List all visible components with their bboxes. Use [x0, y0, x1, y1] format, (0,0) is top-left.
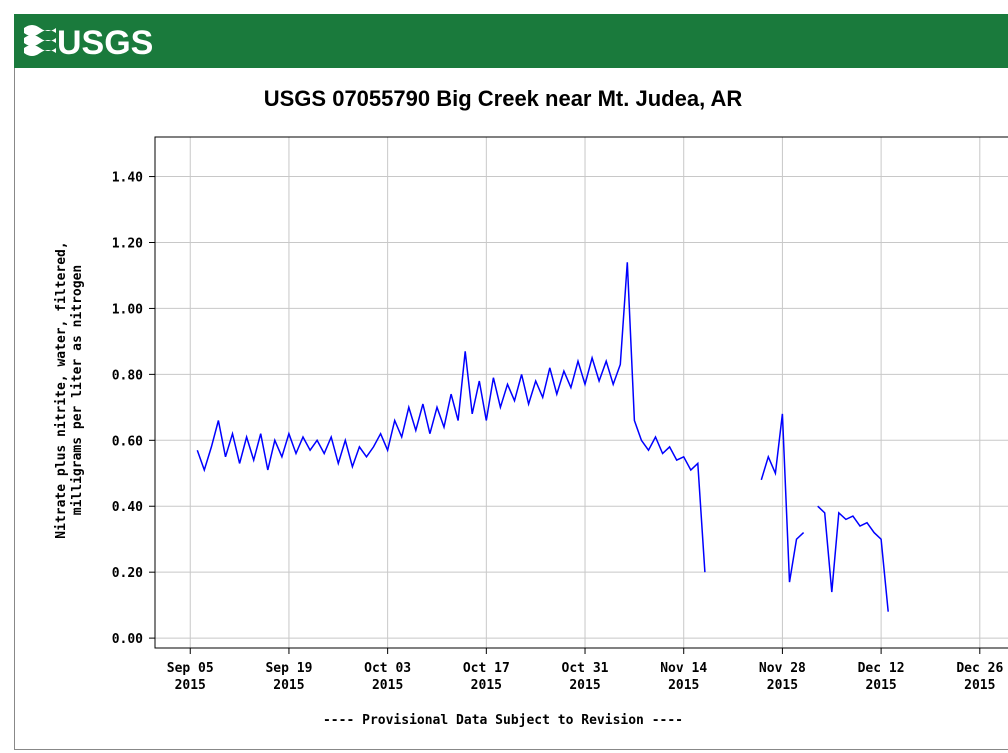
- header-band: [14, 14, 1008, 68]
- frame: [14, 14, 1008, 750]
- y-tick-label: 1.20: [112, 236, 143, 251]
- y-tick-label: 0.80: [112, 368, 143, 383]
- logo-text: USGS: [57, 24, 153, 62]
- y-tick-label: 1.00: [112, 302, 143, 317]
- y-tick-label: 1.40: [112, 171, 143, 186]
- x-tick-label: Dec 26 2015: [956, 661, 1003, 693]
- y-tick-label: 0.60: [112, 434, 143, 449]
- y-axis-label: milligrams per liter as nitrogen: [70, 265, 85, 515]
- logo-waves: [24, 25, 56, 56]
- x-tick-label: Oct 31 2015: [562, 661, 609, 693]
- x-tick-label: Nov 28 2015: [759, 661, 806, 693]
- y-tick-label: 0.20: [112, 566, 143, 581]
- plot-frame: [154, 136, 1008, 649]
- footer-note: ---- Provisional Data Subject to Revisio…: [323, 713, 683, 728]
- y-tick-label: 0.40: [112, 500, 143, 515]
- y-tick-label: 0.00: [112, 632, 143, 647]
- x-tick-label: Dec 12 2015: [858, 661, 905, 693]
- x-tick-label: Sep 19 2015: [265, 661, 312, 693]
- x-tick-label: Oct 17 2015: [463, 661, 510, 693]
- x-tick-label: Oct 03 2015: [364, 661, 411, 693]
- x-tick-label: Nov 14 2015: [660, 661, 707, 693]
- y-axis-label: Nitrate plus nitrite, water, filtered,: [54, 241, 69, 538]
- x-tick-label: Sep 05 2015: [167, 661, 214, 693]
- chart-title: USGS 07055790 Big Creek near Mt. Judea, …: [264, 86, 743, 111]
